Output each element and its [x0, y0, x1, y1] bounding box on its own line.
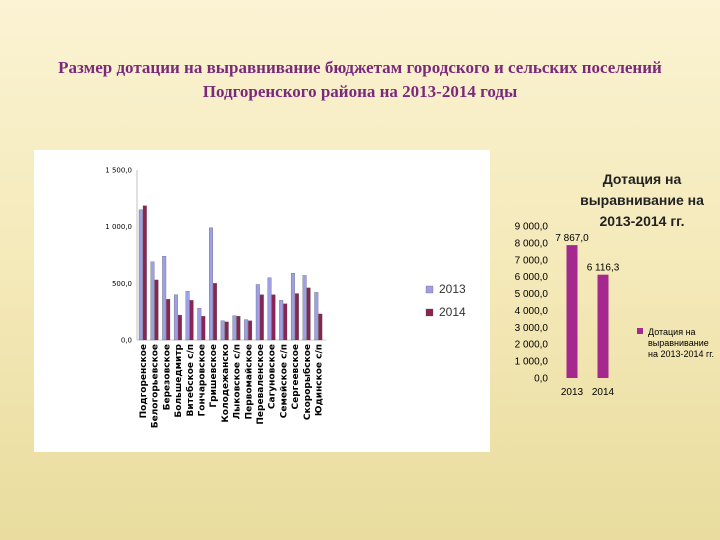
y-tick-label: 1 000,0: [515, 357, 549, 368]
slide-title: Размер дотации на выравнивание бюджетам …: [58, 58, 662, 101]
bar-2014: [177, 314, 182, 341]
bar-2013: [314, 292, 319, 341]
y-tick-label: 1 500,0: [105, 167, 132, 175]
y-tick-label: 0,0: [534, 374, 548, 385]
bar-2013: [302, 275, 307, 341]
bar-2013: [244, 319, 249, 341]
right-chart-title: Дотация на: [603, 171, 682, 187]
bar-2014: [154, 279, 159, 341]
bar-2013: [290, 272, 295, 341]
y-tick-label: 6 000,0: [515, 272, 549, 283]
category-label: Большедмитр: [174, 343, 184, 417]
bar-2013: [185, 291, 190, 341]
legend-swatch-2014: [425, 308, 434, 317]
right-chart-title: 2013-2014 гг.: [600, 213, 685, 229]
bar-2014: [189, 300, 194, 341]
bar-2014: [597, 274, 609, 378]
bar-2013: [255, 284, 260, 341]
value-label: 6 116,3: [587, 263, 620, 274]
category-label: 2013: [561, 387, 584, 398]
legend-label: Дотация на: [648, 327, 696, 337]
category-label: 2014: [592, 387, 615, 398]
bar-2014: [201, 316, 206, 341]
bar-2014: [318, 313, 323, 341]
bar-2014: [166, 299, 171, 341]
category-label: Сагуновское: [268, 344, 278, 409]
y-tick-label: 4 000,0: [515, 306, 549, 317]
legend-label-2014: 2014: [439, 305, 466, 319]
bar-2013: [566, 245, 578, 378]
legend-label: выравнивание: [648, 338, 709, 348]
category-label: Березовское: [162, 344, 172, 410]
category-label: Колодежанско: [221, 344, 231, 423]
bar-2013: [162, 255, 167, 341]
y-tick-label: 9 000,0: [515, 222, 549, 233]
bar-2014: [248, 320, 253, 341]
category-label: Лыковское с/п: [233, 344, 243, 419]
y-tick-label: 3 000,0: [515, 323, 549, 334]
bar-2013: [279, 300, 284, 341]
y-tick-label: 7 000,0: [515, 255, 549, 266]
y-tick-label: 500,0: [112, 280, 132, 288]
category-label: Витебское с/п: [185, 344, 196, 416]
y-tick-label: 2 000,0: [515, 340, 549, 351]
y-tick-label: 8 000,0: [515, 238, 549, 249]
category-label: Скорорыбское: [302, 344, 313, 420]
category-label: Подгоренское: [139, 344, 149, 418]
bar-2014: [259, 294, 264, 341]
y-tick-label: 5 000,0: [515, 289, 549, 300]
bar-2014: [224, 321, 229, 341]
bar-2014: [283, 303, 288, 341]
settlement-subsidy-chart: 1 500,0 1 000,0 500,0 0,0 Подгоренское Белого…: [105, 167, 466, 429]
category-label: Переваленское: [256, 344, 266, 425]
total-chart-panel: Дотация на выравнивание на 2013-2014 гг. 9 …: [496, 160, 720, 420]
bar-2013: [138, 209, 143, 341]
category-label: Гончаровское: [198, 344, 208, 416]
category-label: Сергеевское: [291, 344, 301, 410]
y-tick-label: 1 000,0: [105, 223, 132, 231]
y-tick-label: 0,0: [121, 337, 132, 345]
bar-2013: [232, 315, 237, 341]
category-label: Семейское с/п: [279, 344, 289, 418]
bar-2014: [236, 316, 241, 341]
category-label: Белогорьевское: [151, 344, 161, 428]
legend-label-2013: 2013: [439, 282, 466, 296]
total-subsidy-chart: Дотация на выравнивание на 2013-2014 гг. 9 …: [515, 171, 714, 398]
bar-2014: [294, 293, 299, 341]
legend-swatch-2013: [425, 285, 434, 294]
value-label: 7 867,0: [555, 233, 589, 244]
category-label: Первомайское: [244, 344, 254, 419]
legend-swatch: [637, 328, 643, 334]
bar-2014: [213, 283, 217, 341]
bar-2014: [271, 294, 276, 341]
legend-label: на 2013-2014 гг.: [648, 349, 714, 359]
bar-2013: [220, 320, 225, 341]
bar-2013: [267, 277, 272, 341]
category-label: Гришевское: [209, 344, 219, 408]
bar-2013: [209, 227, 213, 341]
bar-2014: [142, 205, 147, 341]
bar-2013: [150, 261, 155, 341]
bar-2013: [197, 308, 202, 341]
settlement-chart-panel: 1 500,0 1 000,0 500,0 0,0 Подгоренское Белого…: [34, 150, 490, 452]
right-chart-title: выравнивание на: [580, 192, 704, 208]
bar-2014: [306, 287, 311, 341]
category-label: Юдинское с/п: [315, 344, 325, 416]
bar-2013: [173, 294, 178, 341]
